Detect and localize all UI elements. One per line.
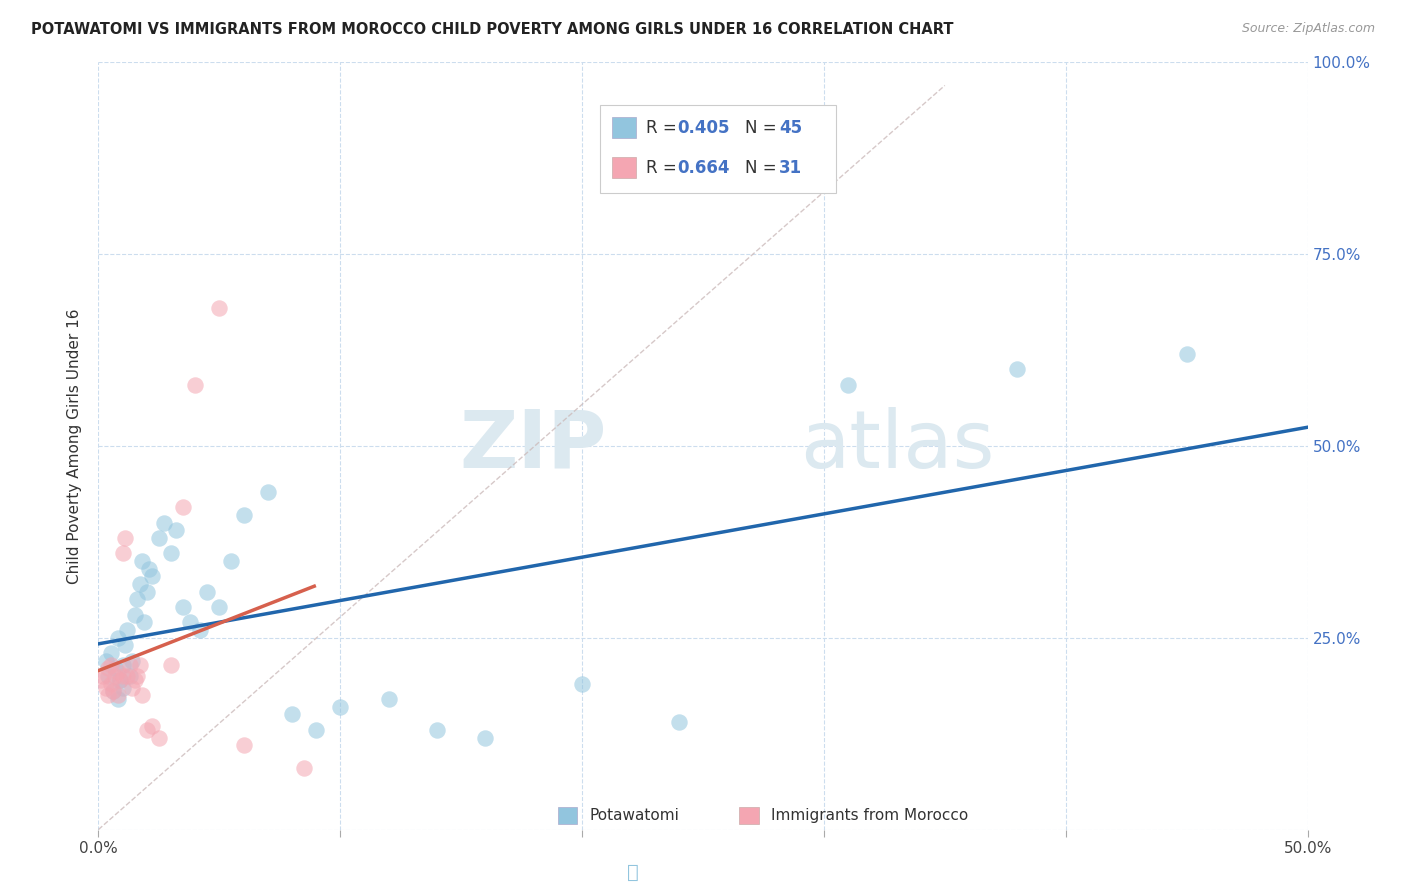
Text: POTAWATOMI VS IMMIGRANTS FROM MOROCCO CHILD POVERTY AMONG GIRLS UNDER 16 CORRELA: POTAWATOMI VS IMMIGRANTS FROM MOROCCO CH…	[31, 22, 953, 37]
Point	[426, 723, 449, 737]
Point	[141, 719, 163, 733]
Point	[184, 377, 207, 392]
FancyBboxPatch shape	[558, 807, 578, 824]
Text: N =: N =	[745, 159, 782, 177]
Point	[108, 673, 131, 687]
Point	[377, 692, 399, 706]
Point	[107, 665, 129, 680]
Point	[138, 562, 160, 576]
Point	[1175, 347, 1198, 361]
Text: Source: ZipAtlas.com: Source: ZipAtlas.com	[1241, 22, 1375, 36]
Point	[221, 554, 243, 568]
Point	[256, 485, 278, 500]
Point	[111, 657, 134, 672]
Text: R =: R =	[647, 159, 682, 177]
Point	[232, 738, 254, 752]
FancyBboxPatch shape	[613, 157, 637, 178]
Point	[94, 654, 117, 668]
Text: ⬜: ⬜	[627, 863, 638, 882]
Point	[160, 657, 183, 672]
Point	[135, 723, 157, 737]
Point	[141, 569, 163, 583]
Point	[107, 631, 129, 645]
Point	[117, 669, 139, 683]
Point	[111, 669, 134, 683]
Point	[152, 516, 174, 530]
Point	[208, 301, 231, 315]
Y-axis label: Child Poverty Among Girls Under 16: Child Poverty Among Girls Under 16	[67, 309, 83, 583]
Point	[111, 546, 134, 560]
Point	[94, 681, 117, 695]
Text: atlas: atlas	[800, 407, 994, 485]
Point	[128, 577, 150, 591]
Point	[114, 639, 136, 653]
Point	[97, 669, 120, 683]
Point	[165, 524, 187, 538]
Point	[100, 677, 122, 691]
Text: 45: 45	[779, 119, 803, 136]
Text: 0.664: 0.664	[678, 159, 730, 177]
Point	[121, 681, 143, 695]
Point	[837, 377, 859, 392]
FancyBboxPatch shape	[613, 117, 637, 138]
Point	[121, 654, 143, 668]
Point	[100, 646, 122, 660]
Point	[571, 677, 593, 691]
Point	[668, 715, 690, 730]
Point	[172, 600, 194, 615]
Point	[124, 607, 146, 622]
Text: 31: 31	[779, 159, 803, 177]
FancyBboxPatch shape	[740, 807, 759, 824]
Point	[1007, 362, 1029, 376]
Point	[111, 681, 134, 695]
Point	[101, 684, 124, 698]
Point	[100, 657, 122, 672]
Point	[474, 731, 496, 745]
Point	[160, 546, 183, 560]
Point	[128, 657, 150, 672]
Point	[114, 531, 136, 545]
Text: ZIP: ZIP	[458, 407, 606, 485]
Point	[107, 692, 129, 706]
FancyBboxPatch shape	[600, 104, 837, 193]
Point	[305, 723, 328, 737]
Point	[188, 623, 211, 637]
Point	[118, 669, 141, 683]
Point	[90, 673, 112, 687]
Point	[135, 584, 157, 599]
Text: 0.405: 0.405	[678, 119, 730, 136]
Point	[292, 761, 315, 775]
Point	[179, 615, 201, 630]
Point	[104, 661, 127, 675]
Point	[281, 707, 304, 722]
Text: Immigrants from Morocco: Immigrants from Morocco	[770, 808, 967, 823]
Point	[97, 661, 120, 675]
Point	[108, 673, 131, 687]
Point	[97, 689, 120, 703]
Point	[195, 584, 218, 599]
Point	[107, 689, 129, 703]
Text: R =: R =	[647, 119, 682, 136]
Point	[172, 500, 194, 515]
Point	[148, 731, 170, 745]
Point	[127, 669, 149, 683]
Point	[104, 669, 127, 683]
Point	[131, 554, 153, 568]
Point	[232, 508, 254, 522]
Point	[134, 615, 156, 630]
Text: Potawatomi: Potawatomi	[589, 808, 679, 823]
Point	[127, 592, 149, 607]
Point	[124, 673, 146, 687]
Point	[91, 669, 114, 683]
Point	[118, 657, 141, 672]
Point	[101, 684, 124, 698]
Point	[329, 699, 352, 714]
Point	[148, 531, 170, 545]
Point	[208, 600, 231, 615]
Point	[117, 623, 139, 637]
Text: N =: N =	[745, 119, 782, 136]
Point	[131, 689, 153, 703]
